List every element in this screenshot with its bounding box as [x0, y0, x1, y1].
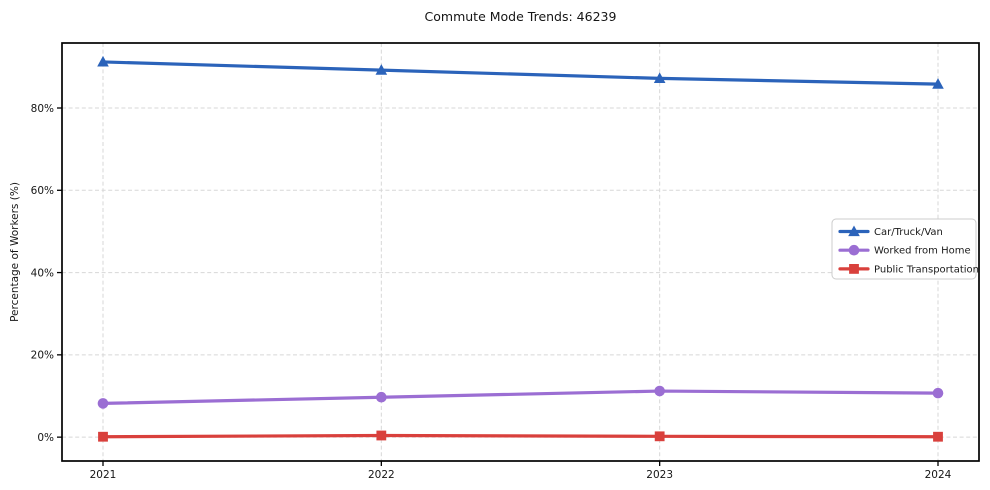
legend-label-public-transportation: Public Transportation — [874, 264, 979, 275]
y-tick-label: 60% — [31, 185, 54, 197]
x-tick-label: 2023 — [646, 469, 673, 481]
data-point-public-transportation — [98, 431, 108, 442]
legend-marker-public-transportation — [849, 264, 859, 274]
series-line-car-truck-van — [101, 60, 940, 86]
legend-box — [831, 218, 977, 280]
series-line-public-transportation — [101, 433, 940, 439]
x-tick-label: 2022 — [368, 469, 395, 481]
data-point-car-truck-van — [375, 64, 388, 75]
data-point-worked-from-home — [376, 391, 387, 403]
y-tick-label: 40% — [31, 267, 54, 279]
data-point-worked-from-home — [932, 387, 944, 399]
y-tick-label: 80% — [31, 103, 54, 115]
x-tick-label: 2024 — [925, 469, 952, 481]
legend-marker-worked-from-home — [848, 244, 860, 256]
chart-title: Commute Mode Trends: 46239 — [424, 9, 617, 24]
legend-marker-car-truck-van — [848, 225, 860, 237]
axes-border — [61, 42, 980, 462]
data-point-public-transportation — [376, 430, 387, 441]
y-tick-label: 0% — [37, 432, 54, 444]
data-point-car-truck-van — [653, 72, 666, 83]
data-point-public-transportation — [654, 431, 665, 442]
data-point-public-transportation — [933, 431, 943, 442]
legend-label-car-truck-van: Car/Truck/Van — [874, 227, 943, 238]
data-point-car-truck-van — [97, 55, 109, 67]
data-point-worked-from-home — [654, 385, 665, 397]
legend-label-worked-from-home: Worked from Home — [874, 246, 971, 257]
x-tick-label: 2021 — [90, 469, 117, 481]
y-tick-label: 20% — [31, 350, 54, 362]
series-line-worked-from-home — [101, 389, 940, 406]
data-point-worked-from-home — [97, 398, 109, 409]
data-point-car-truck-van — [932, 78, 944, 89]
